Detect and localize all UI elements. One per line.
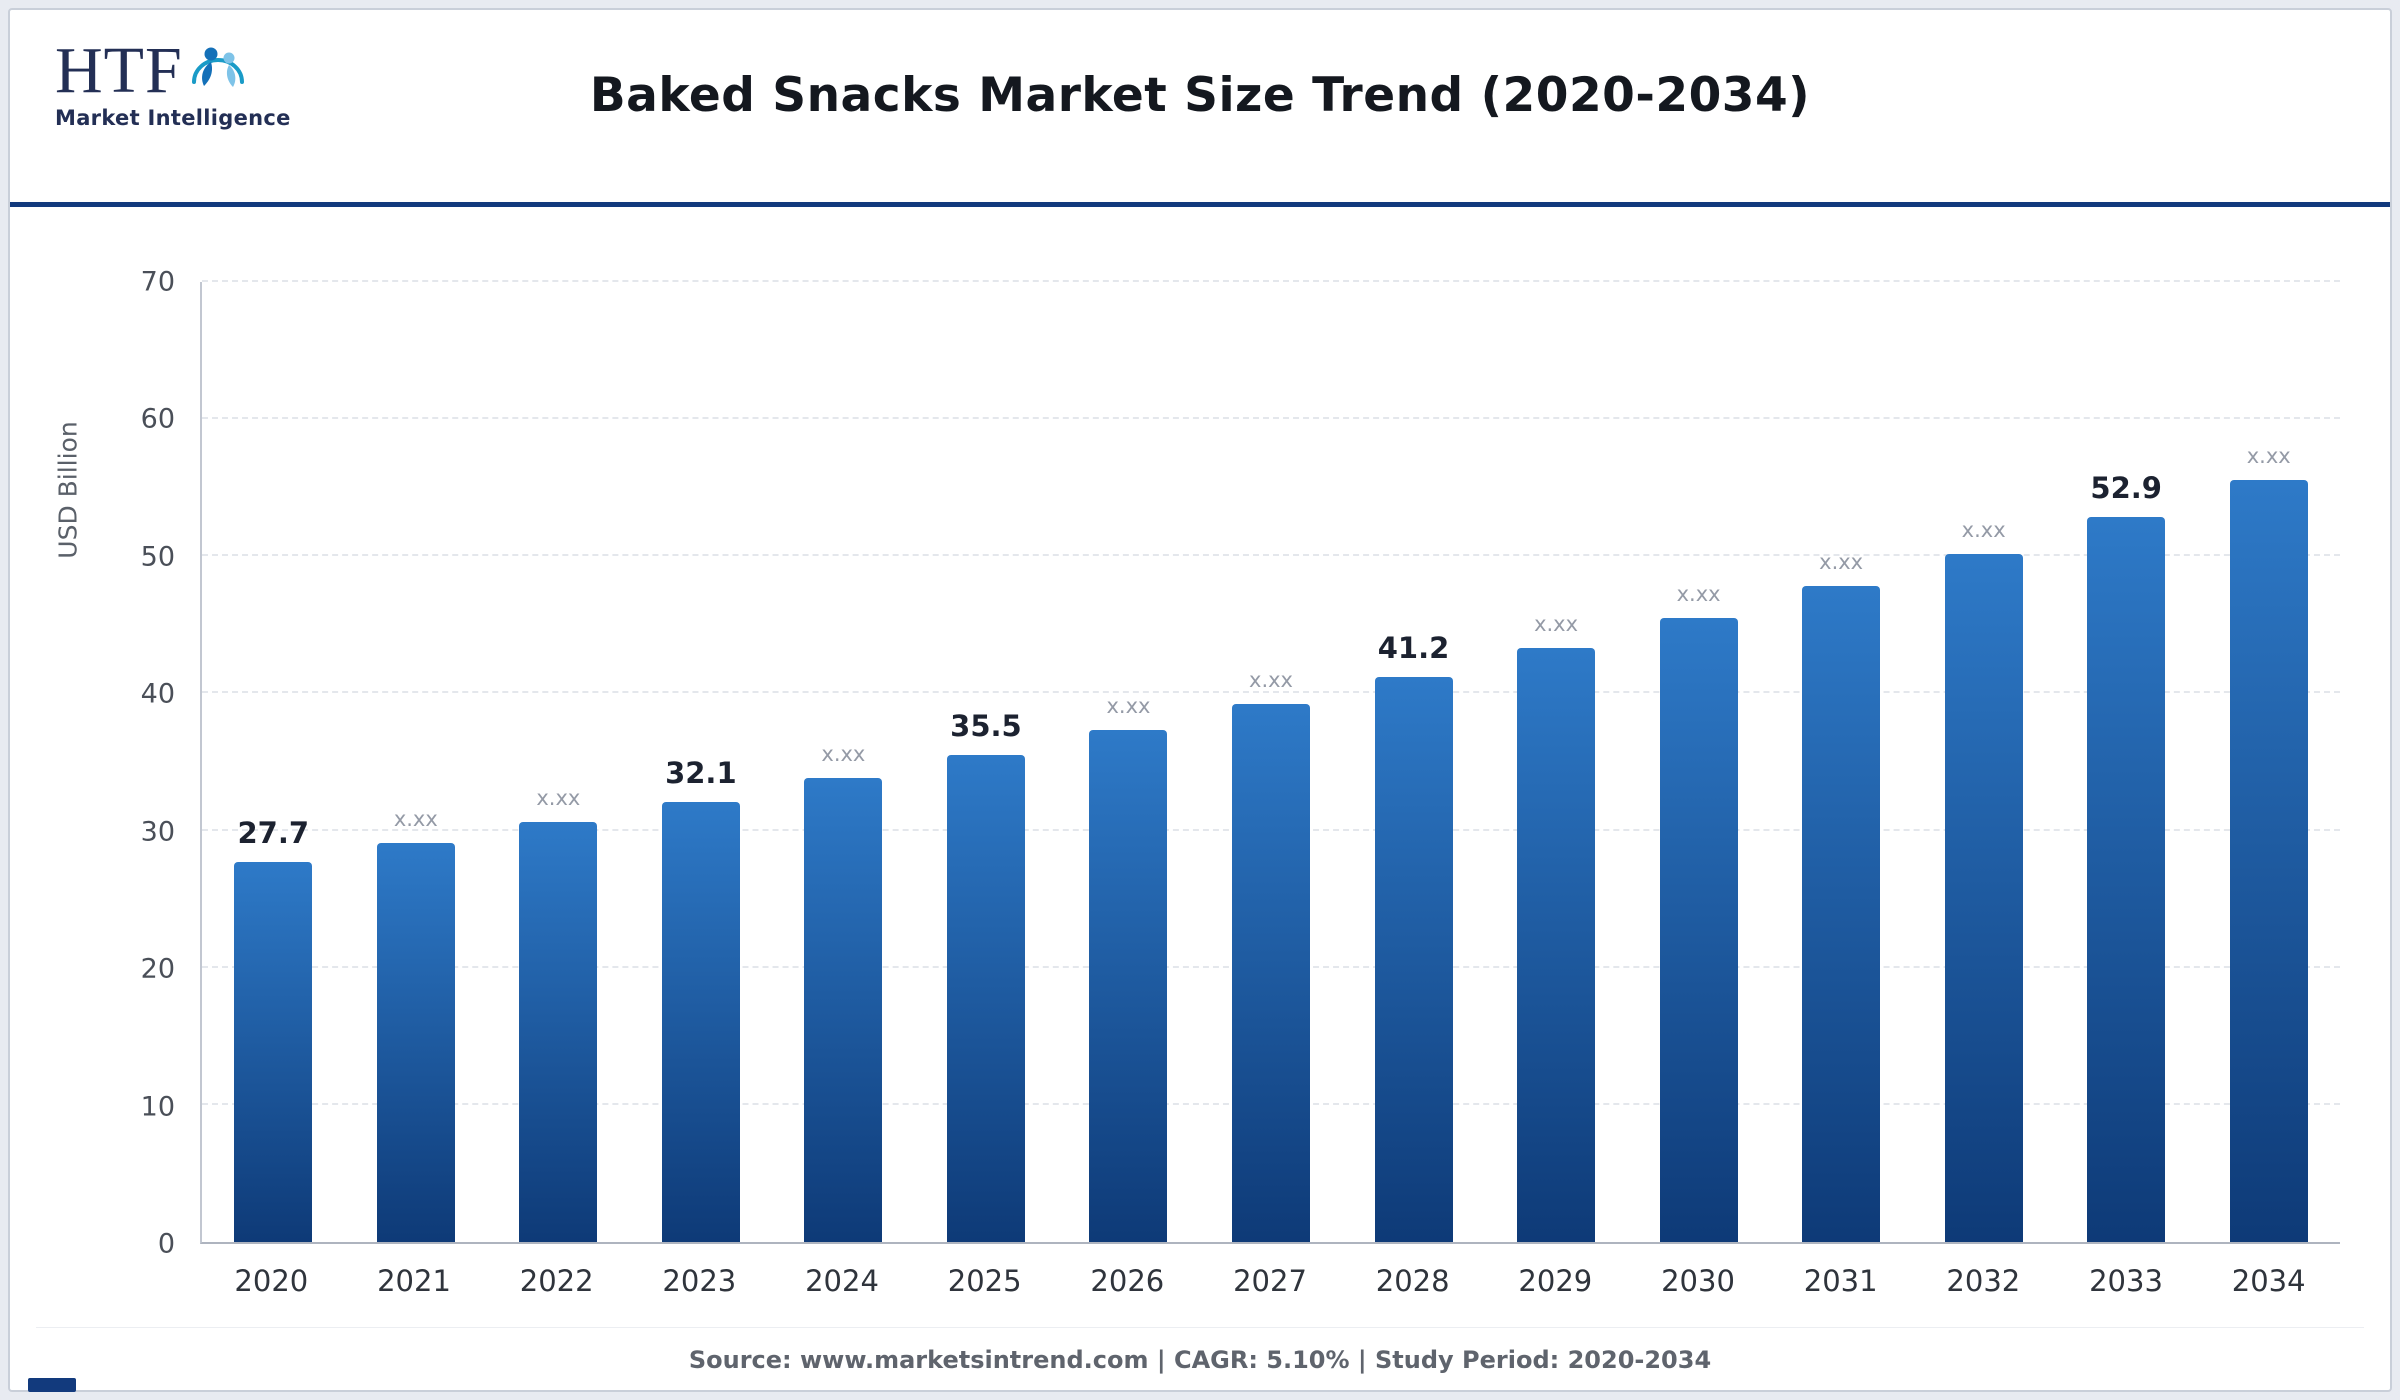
bar-2031	[1802, 586, 1881, 1242]
logo-subtitle-text: Market Intelligence	[55, 105, 291, 130]
y-tick-label: 40	[140, 678, 175, 710]
x-tick-label-2021: 2021	[377, 1264, 451, 1298]
y-tick-label: 30	[140, 816, 175, 848]
y-tick-label: 20	[140, 953, 175, 985]
gridline	[202, 691, 2340, 694]
x-tick-label-2033: 2033	[2089, 1264, 2163, 1298]
gridline	[202, 554, 2340, 557]
bar-2024	[804, 778, 883, 1242]
bar-2033	[2087, 516, 2166, 1242]
x-tick-label-2027: 2027	[1233, 1264, 1307, 1298]
report-card: HTF Market Intelligence Baked Snacks Mar…	[8, 8, 2392, 1392]
bar-value-label-2030: x.xx	[1676, 582, 1721, 606]
bar-value-label-2021: x.xx	[393, 806, 438, 831]
bar-2022	[519, 822, 598, 1242]
bar-2025	[946, 755, 1025, 1242]
x-tick-label-2020: 2020	[234, 1264, 309, 1298]
x-tick-label-2026: 2026	[1090, 1264, 1165, 1298]
bar-2023	[661, 801, 740, 1242]
footer-divider	[36, 1327, 2364, 1328]
bar-2027	[1232, 704, 1310, 1242]
y-tick-label: 60	[140, 403, 175, 435]
x-tick-label-2022: 2022	[519, 1264, 594, 1298]
gridline	[202, 417, 2340, 420]
y-tick-label: 70	[140, 266, 175, 298]
corner-accent-bar	[28, 1378, 76, 1392]
bar-2026	[1089, 730, 1168, 1242]
x-tick-label-2031: 2031	[1803, 1264, 1878, 1298]
bar-2032	[1944, 553, 2023, 1242]
y-tick-label: 10	[140, 1091, 175, 1123]
gridline	[202, 280, 2340, 282]
plot-area: 27.7 x.xx x.xx 32.1 x.xx 35.5 x.xx x.xx 41.2 x.xx…	[200, 280, 2340, 1244]
x-tick-label-2032: 2032	[1946, 1264, 2021, 1298]
header-divider	[10, 202, 2390, 207]
bar-2029	[1517, 648, 1596, 1242]
bar-value-label-2026: x.xx	[1106, 694, 1151, 719]
chart-title: Baked Snacks Market Size Trend (2020-203…	[589, 68, 1811, 123]
bar-value-label-2023: 32.1	[665, 755, 737, 790]
bar-value-label-2034: x.xx	[2246, 443, 2291, 468]
x-tick-label-2028: 2028	[1375, 1264, 1450, 1298]
bar-value-label-2020: 27.7	[237, 816, 310, 851]
bar-value-label-2028: 41.2	[1377, 630, 1450, 665]
header: HTF Market Intelligence Baked Snacks Mar…	[10, 10, 2390, 202]
bar-2030	[1659, 618, 1738, 1242]
x-axis-labels: 2020 2021 2022 2023 2024 2025 2026 2027 2028 2029…	[200, 1248, 2340, 1308]
source-text: Source: www.marketsintrend.com | CAGR: 5…	[688, 1346, 1712, 1374]
bar-value-label-2024: x.xx	[821, 742, 866, 767]
y-axis-title: USD Billion	[53, 421, 83, 559]
x-tick-label-2025: 2025	[947, 1264, 1022, 1298]
htf-logo: HTF Market Intelligence	[55, 34, 291, 130]
bar-value-label-2027: x.xx	[1249, 668, 1293, 693]
bar-value-label-2031: x.xx	[1819, 550, 1864, 575]
x-tick-label-2029: 2029	[1518, 1264, 1593, 1298]
x-tick-label-2034: 2034	[2231, 1264, 2306, 1298]
footer: Source: www.marketsintrend.com | CAGR: 5…	[10, 1346, 2390, 1374]
y-tick-label: 50	[140, 541, 175, 573]
logo-people-icon	[191, 47, 244, 87]
bar-2028	[1374, 676, 1453, 1242]
bar-value-label-2033: 52.9	[2090, 470, 2162, 505]
x-tick-label-2030: 2030	[1661, 1264, 1735, 1298]
y-axis-tick-labels: 0 10 20 30 40 50 60 70	[105, 267, 185, 1260]
y-tick-label: 0	[157, 1228, 175, 1260]
bar-2034	[2229, 479, 2308, 1242]
logo-abbr-text: HTF	[55, 34, 183, 107]
bar-value-label-2022: x.xx	[536, 786, 581, 811]
x-tick-label-2023: 2023	[662, 1264, 737, 1298]
bar-2021	[376, 842, 455, 1242]
bar-value-label-2029: x.xx	[1534, 612, 1579, 637]
bar-2020	[234, 862, 313, 1242]
bar-value-label-2025: 35.5	[950, 709, 1022, 744]
bar-value-label-2032: x.xx	[1961, 517, 2006, 542]
x-tick-label-2024: 2024	[805, 1264, 879, 1298]
